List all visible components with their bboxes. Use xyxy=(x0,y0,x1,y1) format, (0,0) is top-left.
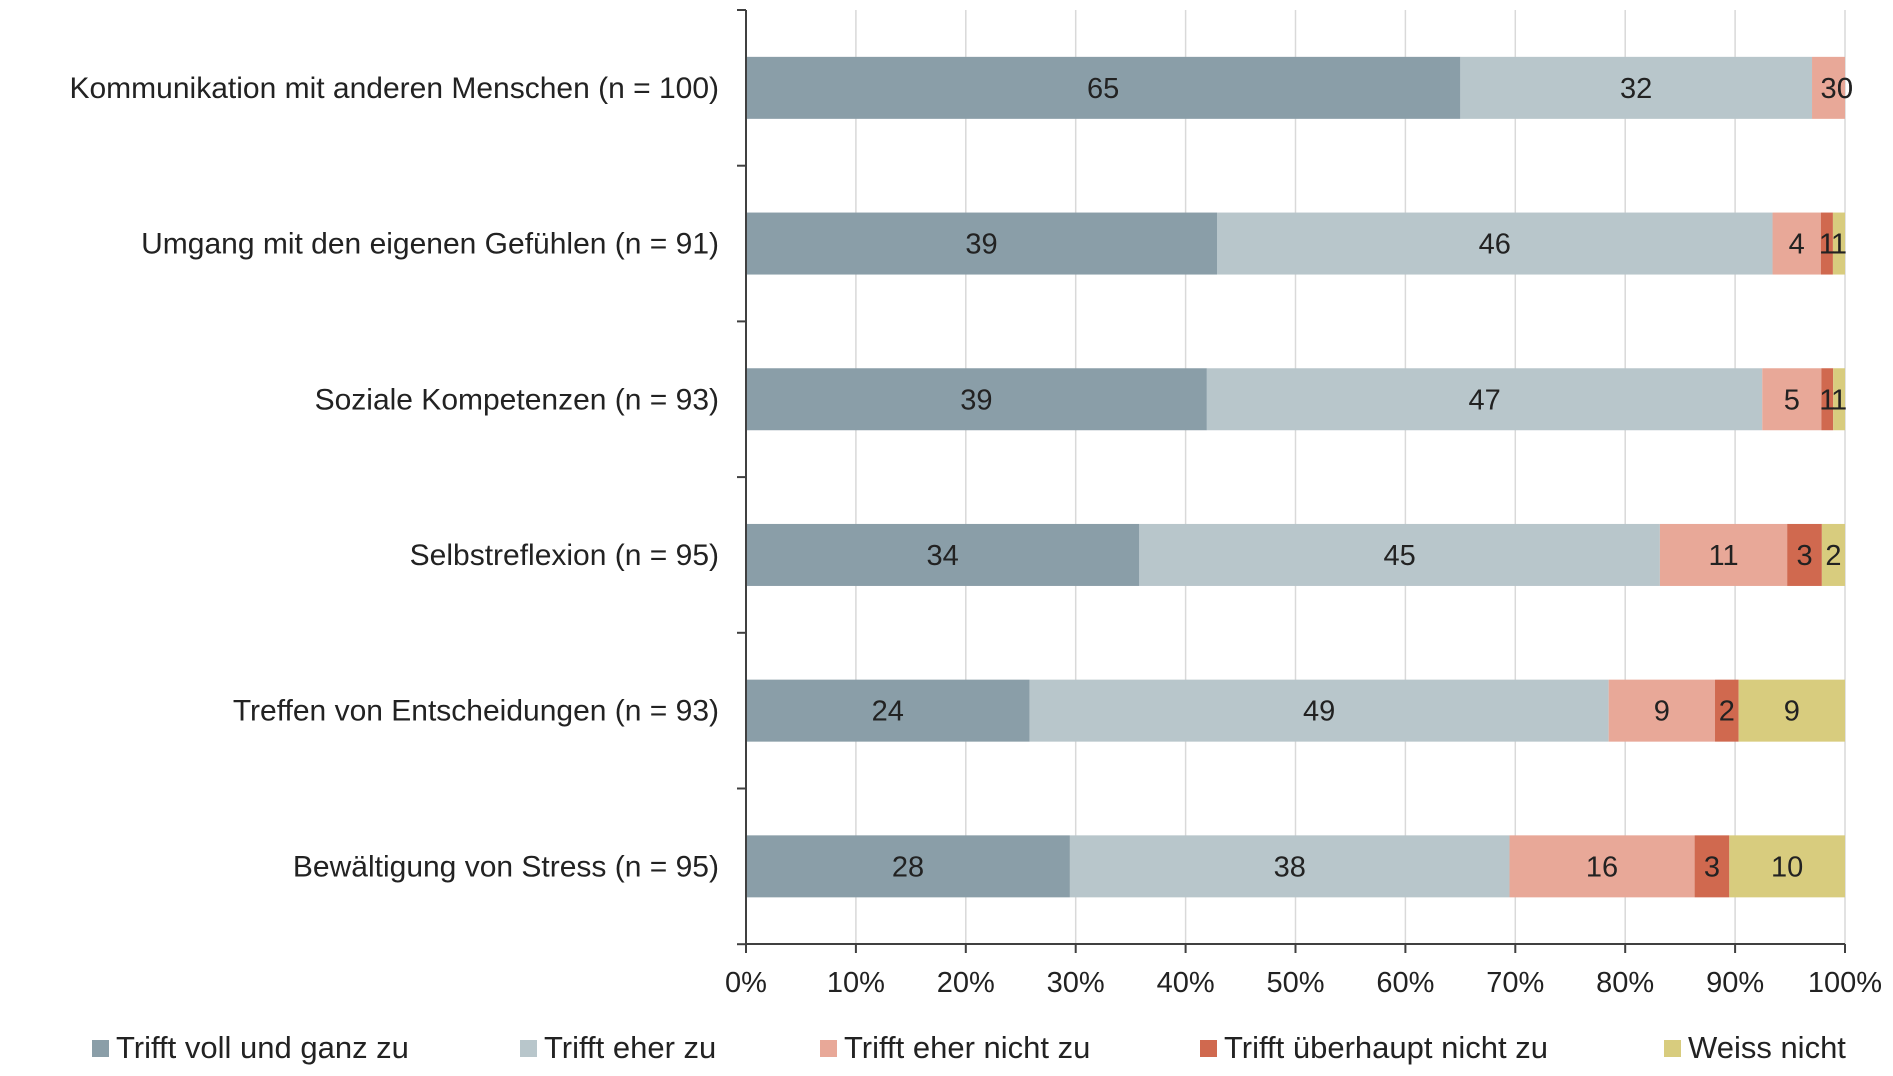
data-label: 47 xyxy=(1468,384,1500,416)
bar-segment xyxy=(1659,523,1788,586)
x-tick-label: 30% xyxy=(1047,967,1105,999)
bar-segment xyxy=(1206,368,1763,431)
bar-segment xyxy=(746,523,1140,586)
legend-swatch xyxy=(1664,1040,1681,1057)
data-label: 39 xyxy=(960,384,992,416)
bar-segment xyxy=(1833,368,1845,431)
x-tick-label: 90% xyxy=(1706,967,1764,999)
legend: Trifft voll und ganz zu Trifft eher zu Tri… xyxy=(92,1030,1846,1065)
bar-segment xyxy=(1509,835,1695,898)
legend-label: Trifft voll und ganz zu xyxy=(116,1030,409,1065)
bar-segment xyxy=(1729,835,1845,898)
bar-segment xyxy=(1762,368,1822,431)
data-label: 16 xyxy=(1586,851,1618,883)
data-label: 3 xyxy=(1820,73,1836,105)
x-tick-label: 20% xyxy=(937,967,995,999)
data-label: 1 xyxy=(1831,384,1847,416)
bar-segment xyxy=(1029,679,1609,742)
grid-lines xyxy=(855,10,1846,944)
data-label: 5 xyxy=(1784,384,1800,416)
data-label: 46 xyxy=(1479,229,1511,261)
data-label: 49 xyxy=(1303,696,1335,728)
x-tick-label: 60% xyxy=(1376,967,1434,999)
category-label: Umgang mit den eigenen Gefühlen (n = 91) xyxy=(141,228,719,261)
bar-segment xyxy=(1460,56,1813,119)
bar-segment xyxy=(1787,523,1822,586)
bar-segment xyxy=(1820,212,1833,275)
data-label: 3 xyxy=(1704,851,1720,883)
data-label: 10 xyxy=(1771,851,1803,883)
data-label: 9 xyxy=(1654,696,1670,728)
data-label: 0 xyxy=(1837,73,1853,105)
legend-label: Trifft überhaupt nicht zu xyxy=(1224,1030,1548,1065)
data-label: 24 xyxy=(872,696,904,728)
bar-segment xyxy=(746,835,1070,898)
data-label: 28 xyxy=(892,851,924,883)
x-tick-label: 40% xyxy=(1157,967,1215,999)
bar-segment xyxy=(1217,212,1773,275)
legend-label: Trifft eher nicht zu xyxy=(844,1030,1090,1065)
bar-segment xyxy=(1832,212,1845,275)
data-label: 45 xyxy=(1383,540,1415,572)
data-label: 2 xyxy=(1719,696,1735,728)
legend-swatch xyxy=(520,1040,537,1057)
bar-segments xyxy=(746,56,1845,898)
category-label: Kommunikation mit anderen Menschen (n = … xyxy=(69,72,719,105)
data-label: 4 xyxy=(1789,229,1805,261)
data-label: 1 xyxy=(1831,229,1847,261)
bar-segment xyxy=(1139,523,1660,586)
data-label: 34 xyxy=(927,540,959,572)
bar-segment xyxy=(746,212,1217,275)
legend-label: Weiss nicht xyxy=(1688,1030,1846,1065)
data-label: 1 xyxy=(1819,229,1835,261)
bar-segment xyxy=(746,368,1207,431)
category-label: Selbstreflexion (n = 95) xyxy=(410,539,719,572)
data-label: 39 xyxy=(965,229,997,261)
legend-swatch xyxy=(820,1040,837,1057)
bar-segment xyxy=(1812,56,1845,119)
data-label: 32 xyxy=(1620,73,1652,105)
x-tick-label: 0% xyxy=(725,967,767,999)
legend-swatch xyxy=(92,1040,109,1057)
category-label: Soziale Kompetenzen (n = 93) xyxy=(315,383,719,416)
data-label: 2 xyxy=(1825,540,1841,572)
x-tick-label: 50% xyxy=(1266,967,1324,999)
x-tick-label: 70% xyxy=(1486,967,1544,999)
bar-segment xyxy=(1715,679,1739,742)
bar-segment xyxy=(1772,212,1821,275)
category-label: Bewältigung von Stress (n = 95) xyxy=(293,850,719,883)
axes: 0% 10% 20% 30% 40% 50% 60% 70% 80% 90% 100% Kommuni… xyxy=(69,9,1882,999)
legend-label: Trifft eher zu xyxy=(544,1030,716,1065)
data-label: 0 xyxy=(1837,73,1853,105)
bar-segment xyxy=(1069,835,1510,898)
bar-segment xyxy=(1694,835,1730,898)
category-label: Treffen von Entscheidungen (n = 93) xyxy=(233,695,719,728)
x-tick-label: 100% xyxy=(1808,967,1882,999)
bar-segment xyxy=(1821,368,1834,431)
x-tick-label: 80% xyxy=(1596,967,1654,999)
data-label: 1 xyxy=(1819,384,1835,416)
data-label: 9 xyxy=(1784,696,1800,728)
bar-segment xyxy=(746,679,1030,742)
bar-segment xyxy=(746,56,1461,119)
bar-segment xyxy=(1738,679,1845,742)
data-label: 38 xyxy=(1274,851,1306,883)
x-tick-label: 10% xyxy=(827,967,885,999)
bar-segment xyxy=(1821,523,1845,586)
legend-swatch xyxy=(1200,1040,1217,1057)
data-label: 65 xyxy=(1087,73,1119,105)
bar-segment xyxy=(1608,679,1716,742)
data-label: 11 xyxy=(1708,540,1738,572)
data-label: 3 xyxy=(1796,540,1812,572)
